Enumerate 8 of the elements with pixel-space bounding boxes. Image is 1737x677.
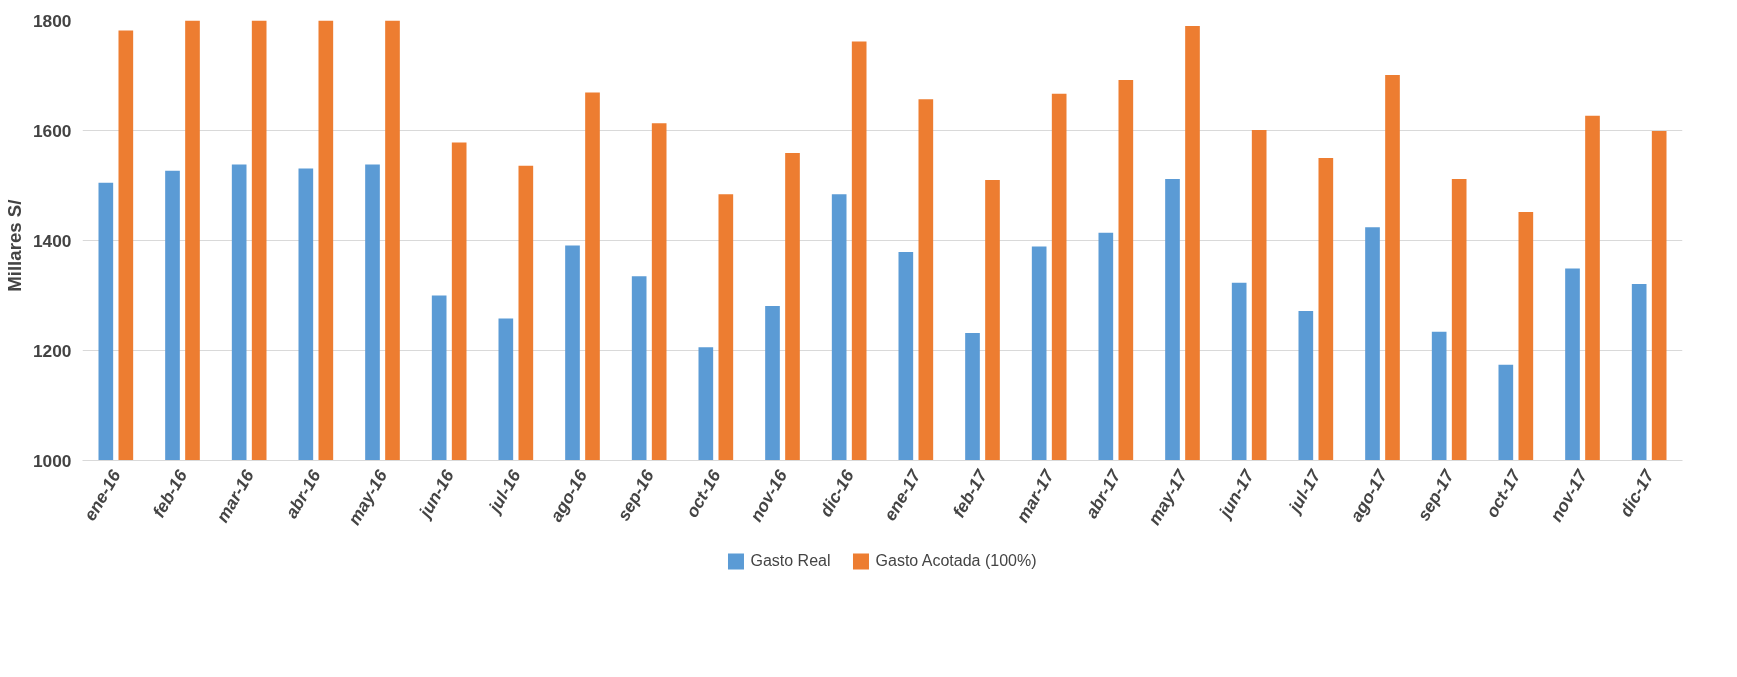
legend-label: Gasto Real: [750, 552, 831, 570]
y-axis-title: Millares S/: [3, 199, 25, 292]
legend-label: Gasto Acotada (100%): [875, 552, 1037, 570]
y-tick-label: 1800: [32, 10, 72, 31]
y-tick-label: 1000: [32, 450, 72, 471]
y-tick-label: 1200: [32, 340, 72, 361]
y-tick-label: 1600: [32, 120, 72, 141]
y-tick-label: 1400: [32, 230, 72, 251]
